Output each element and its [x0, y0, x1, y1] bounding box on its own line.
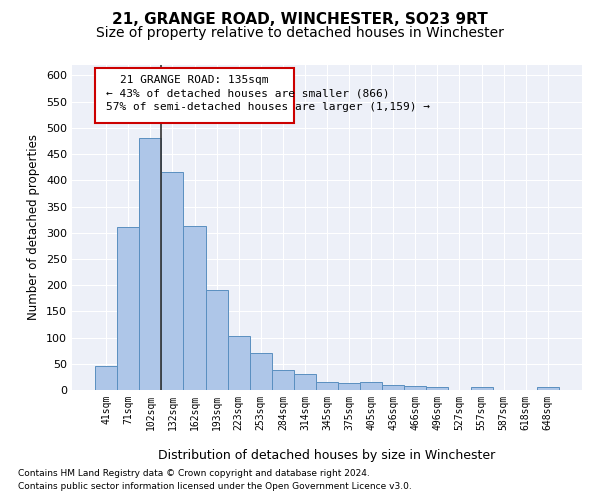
- Bar: [95, 68, 294, 122]
- Bar: [338, 383, 360, 390]
- Text: Contains public sector information licensed under the Open Government Licence v3: Contains public sector information licen…: [18, 482, 412, 491]
- Bar: [382, 385, 404, 390]
- Y-axis label: Number of detached properties: Number of detached properties: [28, 134, 40, 320]
- Text: 21, GRANGE ROAD, WINCHESTER, SO23 9RT: 21, GRANGE ROAD, WINCHESTER, SO23 9RT: [112, 12, 488, 28]
- Bar: [227, 336, 250, 390]
- Bar: [250, 354, 272, 390]
- Bar: [184, 226, 206, 390]
- Text: Contains HM Land Registry data © Crown copyright and database right 2024.: Contains HM Land Registry data © Crown c…: [18, 468, 370, 477]
- Text: Size of property relative to detached houses in Winchester: Size of property relative to detached ho…: [96, 26, 504, 40]
- Bar: [95, 366, 117, 390]
- Text: ← 43% of detached houses are smaller (866): ← 43% of detached houses are smaller (86…: [106, 88, 390, 99]
- Bar: [206, 290, 227, 390]
- Text: 57% of semi-detached houses are larger (1,159) →: 57% of semi-detached houses are larger (…: [106, 102, 430, 112]
- Bar: [470, 388, 493, 390]
- Bar: [404, 386, 427, 390]
- Bar: [360, 382, 382, 390]
- Bar: [427, 388, 448, 390]
- Bar: [117, 227, 139, 390]
- Bar: [316, 382, 338, 390]
- Bar: [294, 374, 316, 390]
- Bar: [139, 138, 161, 390]
- Text: 21 GRANGE ROAD: 135sqm: 21 GRANGE ROAD: 135sqm: [120, 76, 269, 86]
- Bar: [272, 370, 294, 390]
- Text: Distribution of detached houses by size in Winchester: Distribution of detached houses by size …: [158, 448, 496, 462]
- Bar: [161, 172, 184, 390]
- Bar: [537, 388, 559, 390]
